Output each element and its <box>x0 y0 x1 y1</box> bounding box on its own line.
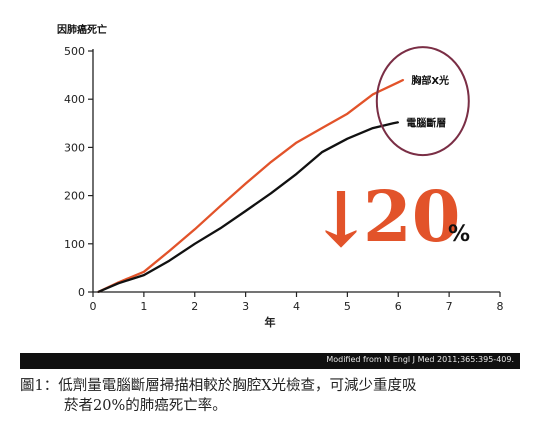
data-point <box>168 259 171 262</box>
data-point <box>244 210 247 212</box>
y-axis-label: 因肺癌死亡 <box>57 23 107 36</box>
source-bar: Modified from N Engl J Med 2011;365:395-… <box>20 353 520 369</box>
series-label-2: 電腦斷層 <box>406 116 446 129</box>
line-chart: 0 100 200 300 400 500 0 1 2 3 4 5 6 7 8 因肺癌死亡 年 胸部X光電腦… <box>57 23 504 329</box>
data-point <box>295 141 298 144</box>
x-tick-label: 1 <box>140 300 147 313</box>
data-point <box>372 127 374 129</box>
x-tick-label: 7 <box>446 300 453 313</box>
data-point <box>143 270 145 273</box>
data-point <box>402 79 405 81</box>
y-tick-label: 0 <box>78 286 85 299</box>
chart-ticks: 0 100 200 300 400 500 0 1 2 3 4 5 6 7 8 <box>64 45 504 313</box>
data-point <box>193 228 196 231</box>
caption-label: 圖1： <box>20 378 59 394</box>
reduction-unit: % <box>448 222 470 247</box>
y-tick-label: 500 <box>64 45 85 58</box>
y-tick-label: 400 <box>64 93 85 106</box>
down-arrow-icon: ↓ <box>309 175 373 264</box>
x-tick-label: 4 <box>293 300 300 313</box>
data-point <box>97 291 99 293</box>
data-point <box>168 250 171 252</box>
data-point <box>270 161 272 163</box>
data-point <box>244 182 247 185</box>
y-tick-label: 200 <box>64 190 85 203</box>
data-point <box>346 137 349 140</box>
data-point <box>397 121 400 124</box>
data-point <box>321 151 323 154</box>
chart-labels: 因肺癌死亡 年 <box>57 23 276 329</box>
source-note: Modified from N Engl J Med 2011;365:395-… <box>326 355 514 364</box>
data-point <box>219 227 221 230</box>
x-tick-label: 2 <box>191 300 198 313</box>
data-point <box>321 127 323 129</box>
chart-series <box>97 78 405 294</box>
data-point <box>346 112 349 115</box>
y-tick-label: 100 <box>64 238 85 251</box>
data-point <box>397 81 400 84</box>
series-label-1: 胸部X光 <box>411 74 449 87</box>
caption-line-1: 低劑量電腦斷層掃描相較於胸腔X光檢查，可減少重度吸 <box>58 378 417 394</box>
data-point <box>143 274 145 276</box>
data-point <box>372 93 374 96</box>
reduction-annotation: ↓ 20 % <box>309 175 470 264</box>
figure-caption: 圖1：低劑量電腦斷層掃描相較於胸腔X光檢查，可減少重度吸 菸者20%的肺癌死亡率… <box>20 376 530 416</box>
data-point <box>193 243 196 245</box>
data-point <box>117 282 120 285</box>
data-point <box>295 173 298 175</box>
x-axis-label: 年 <box>265 315 276 329</box>
reduction-value: 20 <box>363 175 460 258</box>
caption-line-2: 菸者20%的肺癌死亡率。 <box>64 398 227 414</box>
x-tick-label: 6 <box>395 300 402 313</box>
data-point <box>270 192 272 194</box>
data-point <box>219 205 221 208</box>
series-line-1 <box>97 78 404 294</box>
x-tick-label: 0 <box>90 300 97 313</box>
highlight-ellipse <box>375 46 470 157</box>
series-line-2 <box>97 121 399 294</box>
y-tick-label: 300 <box>64 141 85 154</box>
x-tick-label: 5 <box>344 300 351 313</box>
data-point <box>392 122 394 125</box>
x-tick-label: 8 <box>497 300 504 313</box>
x-tick-label: 3 <box>242 300 249 313</box>
